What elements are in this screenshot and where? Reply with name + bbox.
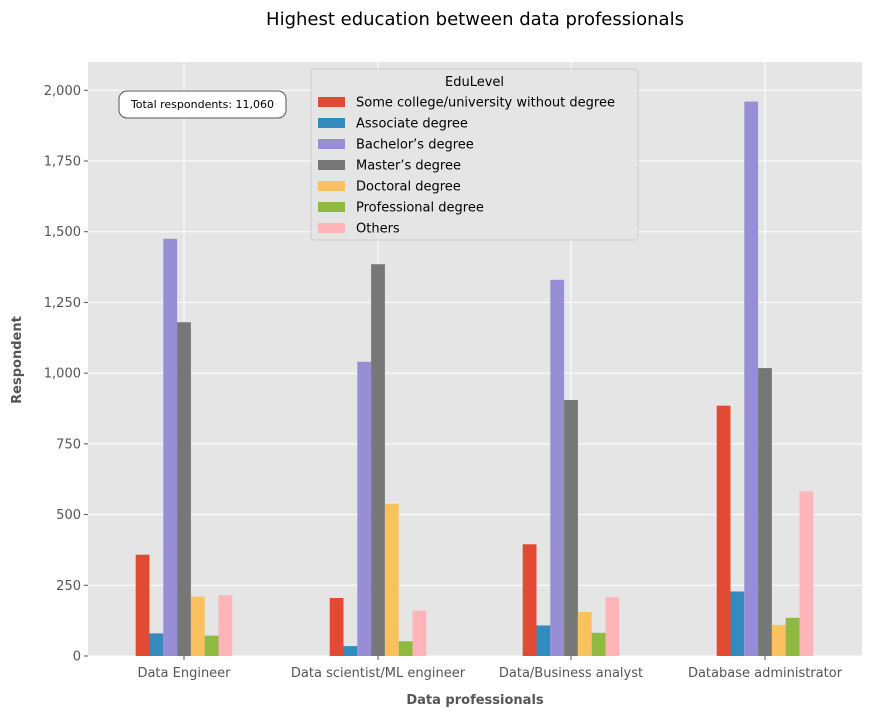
bar (357, 361, 372, 656)
annotation-box: Total respondents: 11,060 (118, 90, 287, 119)
legend-label: Doctoral degree (356, 180, 461, 195)
bar (384, 503, 399, 656)
bar (591, 632, 606, 656)
legend-swatch (318, 223, 345, 233)
bar (149, 633, 164, 656)
y-axis-ticks: 0 250 500 750 1,000 1,250 1,500 1,750 2,000 (44, 84, 88, 665)
legend-label: Some college/university without degree (356, 96, 615, 111)
legend-label: Associate degree (356, 117, 468, 132)
chart-title: Highest education between data professio… (266, 9, 684, 30)
bar (398, 641, 413, 656)
bar (536, 625, 551, 656)
y-tick-label: 1,250 (44, 296, 81, 311)
bar (758, 368, 772, 656)
y-tick-label: 500 (56, 508, 81, 523)
x-tick-label: Data Engineer (137, 666, 231, 681)
bars (135, 101, 814, 657)
bar (744, 101, 759, 657)
x-tick-label: Data/Business analyst (499, 666, 643, 681)
bar (343, 646, 358, 656)
bar (716, 405, 731, 656)
bar (190, 596, 205, 656)
bar (605, 597, 620, 656)
bar (412, 610, 427, 656)
legend-frame (310, 68, 639, 241)
y-tick-label: 1,000 (44, 367, 81, 382)
legend-title: EduLevel (445, 75, 504, 90)
legend-swatch (318, 181, 345, 191)
bar (564, 400, 578, 656)
bar (577, 612, 592, 656)
bar (329, 598, 344, 656)
y-tick-label: 1,750 (44, 155, 81, 170)
y-tick-label: 750 (56, 437, 81, 452)
legend-label: Professional degree (356, 201, 484, 216)
bar (163, 238, 178, 657)
y-tick-label: 250 (56, 579, 81, 594)
bar (371, 264, 385, 656)
bar (730, 591, 745, 656)
legend-items: Some college/university without degree As… (318, 96, 615, 237)
x-axis-ticks: Data Engineer Data scientist/ML engineer D… (137, 656, 843, 681)
legend-swatch (318, 160, 345, 170)
x-tick-label: Database administrator (688, 666, 843, 681)
legend-swatch (318, 202, 345, 212)
bar (785, 617, 800, 656)
bar (135, 554, 150, 656)
bar (204, 635, 219, 656)
annotation-text: Total respondents: 11,060 (130, 98, 274, 111)
x-tick-label: Data scientist/ML engineer (291, 666, 466, 681)
legend-label: Others (356, 222, 400, 237)
x-axis-label: Data professionals (406, 693, 544, 708)
legend-label: Bachelor’s degree (356, 138, 474, 153)
bar (799, 491, 814, 656)
legend: EduLevel Some college/university without… (310, 68, 639, 241)
y-tick-label: 1,500 (44, 225, 81, 240)
y-tick-label: 2,000 (44, 84, 81, 99)
y-axis-label: Respondent (10, 316, 25, 404)
bar (218, 595, 233, 656)
bar (522, 544, 537, 656)
legend-swatch (318, 97, 345, 107)
bar (177, 322, 191, 656)
legend-swatch (318, 118, 345, 128)
bar (771, 624, 786, 656)
y-tick-label: 0 (73, 650, 81, 665)
bar (550, 279, 565, 656)
legend-label: Master’s degree (356, 159, 461, 174)
legend-swatch (318, 139, 345, 149)
